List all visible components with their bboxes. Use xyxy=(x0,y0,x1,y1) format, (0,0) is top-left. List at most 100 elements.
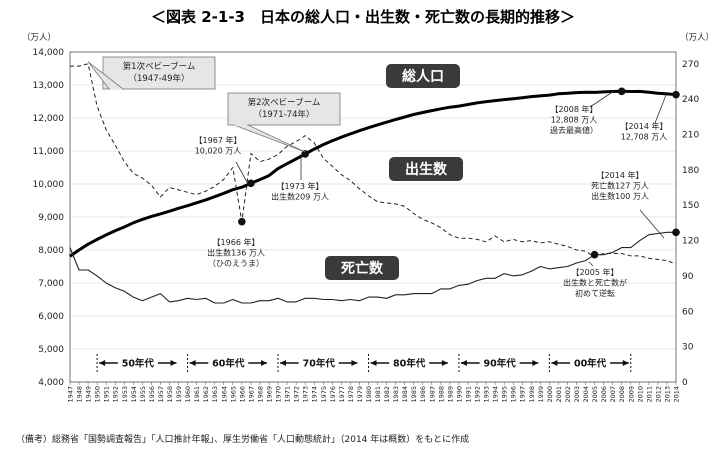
annotation-line-p2014b: 死亡数127 万人 xyxy=(591,181,649,191)
x-tick-label: 1955 xyxy=(139,386,147,403)
annotation-line-p1973: 出生数209 万人 xyxy=(271,192,329,202)
decade-arrow-head-right xyxy=(351,360,358,366)
y-right-tick-label: 210 xyxy=(682,131,699,141)
x-tick-label: 2000 xyxy=(546,386,554,403)
y-right-unit: （万人） xyxy=(680,32,714,43)
x-tick-label: 1999 xyxy=(537,386,545,403)
x-tick-label: 1952 xyxy=(112,386,120,403)
x-tick-label: 1967 xyxy=(247,386,255,403)
x-tick-label: 1949 xyxy=(85,386,93,403)
x-tick-label: 1960 xyxy=(184,386,192,403)
x-tick-label: 1950 xyxy=(94,386,102,403)
decade-label: 80年代 xyxy=(393,358,426,370)
decade-arrow-head-left xyxy=(280,360,287,366)
annotation-line-p2014b: 【2014 年】 xyxy=(597,170,644,180)
annotation-line-p1967: 【1967 年】 xyxy=(195,135,242,145)
annotation-line-p1973: 【1973 年】 xyxy=(277,181,324,191)
decade-label-bg xyxy=(117,355,158,369)
x-tick-label: 1995 xyxy=(501,386,509,403)
series-deaths xyxy=(69,231,676,304)
x-tick-label: 1987 xyxy=(428,386,436,403)
annotation-line-p2014b: 出生数100 万人 xyxy=(591,191,649,201)
x-tick-label: 2012 xyxy=(654,386,662,403)
x-tick-label: 1985 xyxy=(410,386,418,403)
callout-line: （1971-74年） xyxy=(253,109,314,120)
x-tick-label: 1984 xyxy=(401,386,409,403)
callout-line: 第1次ベビーブーム xyxy=(123,61,196,72)
x-tick-label: 2005 xyxy=(591,386,599,403)
point-markers xyxy=(238,87,680,259)
x-tick-label: 1994 xyxy=(492,386,500,403)
x-tick-label: 2008 xyxy=(618,386,626,403)
x-tick-label: 1947 xyxy=(67,386,75,403)
annotation-line-p2008: 過去最高値） xyxy=(550,125,598,135)
series-label-box xyxy=(389,157,463,181)
series-lines xyxy=(69,63,677,304)
annotation-line-p2008: 【2008 年】 xyxy=(551,104,598,114)
leader-p2005 xyxy=(588,261,594,267)
marker-p2005 xyxy=(590,250,599,259)
y-right-tick-label: 180 xyxy=(682,166,699,176)
decade-arrow-head-right xyxy=(622,360,629,366)
leader-p2014a xyxy=(654,94,667,124)
x-tick-label: 1977 xyxy=(338,386,346,403)
x-tick-label: 2002 xyxy=(564,386,572,403)
x-tick-label: 1996 xyxy=(510,386,518,403)
x-tick-label: 1966 xyxy=(238,386,246,403)
y-left-tick-label: 6,000 xyxy=(38,312,64,322)
x-tick-label: 1954 xyxy=(130,386,138,403)
series-label-box xyxy=(325,256,399,280)
annotation-line-p2005: 初めて逆転 xyxy=(575,288,615,298)
x-tick-label: 1965 xyxy=(229,386,237,403)
annotation-line-p2005: 【2005 年】 xyxy=(572,267,619,277)
x-tick-label: 1953 xyxy=(121,386,129,403)
annotation-line-p2014a: 12,708 万人 xyxy=(621,133,668,142)
x-tick-label: 2006 xyxy=(600,386,608,403)
x-tick-label: 1990 xyxy=(455,386,463,403)
decade-label: 60年代 xyxy=(212,358,245,370)
y-left-tick-label: 12,000 xyxy=(33,114,65,124)
x-tick-label: 1986 xyxy=(419,386,427,403)
annotation-line-p2005: 出生数と死亡数が xyxy=(563,278,627,288)
callout-pointer-boom2 xyxy=(233,124,306,153)
y-right-tick-label: 0 xyxy=(682,378,688,388)
y-left-tick-label: 11,000 xyxy=(33,147,65,157)
marker-p1967 xyxy=(247,179,255,188)
x-tick-label: 1972 xyxy=(293,386,301,403)
decade-arrow-head-right xyxy=(260,360,267,366)
series-label-1: 出生数 xyxy=(405,161,448,178)
x-tick-label: 1956 xyxy=(148,386,156,403)
x-tick-label: 2003 xyxy=(573,386,581,403)
x-tick-label: 1988 xyxy=(437,386,445,403)
decade-arrow-head-right xyxy=(170,360,177,366)
x-tick-label: 2011 xyxy=(645,386,653,403)
x-tick-label: 1978 xyxy=(347,386,355,403)
decade-arrow-head-left xyxy=(189,360,196,366)
x-tick-label: 1991 xyxy=(464,386,472,403)
decade-arrow-head-right xyxy=(532,360,539,366)
series-label-2: 死亡数 xyxy=(340,260,384,277)
decade-label-bg xyxy=(389,355,430,369)
axes: 4,000 5,000 6,000 7,000 8,000 9,000 10,000 11,0… xyxy=(22,32,714,403)
y-left-tick-label: 9,000 xyxy=(38,213,64,223)
marker-p2014b xyxy=(672,228,680,237)
x-tick-label: 1983 xyxy=(392,386,400,403)
marker-boom2 xyxy=(301,150,309,158)
series-births xyxy=(70,63,677,265)
x-tick-label: 1968 xyxy=(256,386,264,403)
x-tick-label: 2013 xyxy=(663,386,671,403)
x-tick-label: 1993 xyxy=(483,386,491,403)
decade-label: 50年代 xyxy=(122,358,155,370)
decade-arrow-head-left xyxy=(460,360,467,366)
y-left-tick-label: 10,000 xyxy=(33,180,65,190)
x-tick-label: 2009 xyxy=(627,386,635,403)
x-tick-label: 1976 xyxy=(329,386,337,403)
annotation-line-p2014a: 【2014 年】 xyxy=(621,121,668,131)
decade-arrow-head-left xyxy=(370,360,377,366)
x-tick-label: 1974 xyxy=(311,386,319,403)
y-left-tick-label: 13,000 xyxy=(33,81,65,91)
x-tick-label: 1973 xyxy=(302,386,310,403)
callout-line: 第2次ベビーブーム xyxy=(248,97,321,108)
